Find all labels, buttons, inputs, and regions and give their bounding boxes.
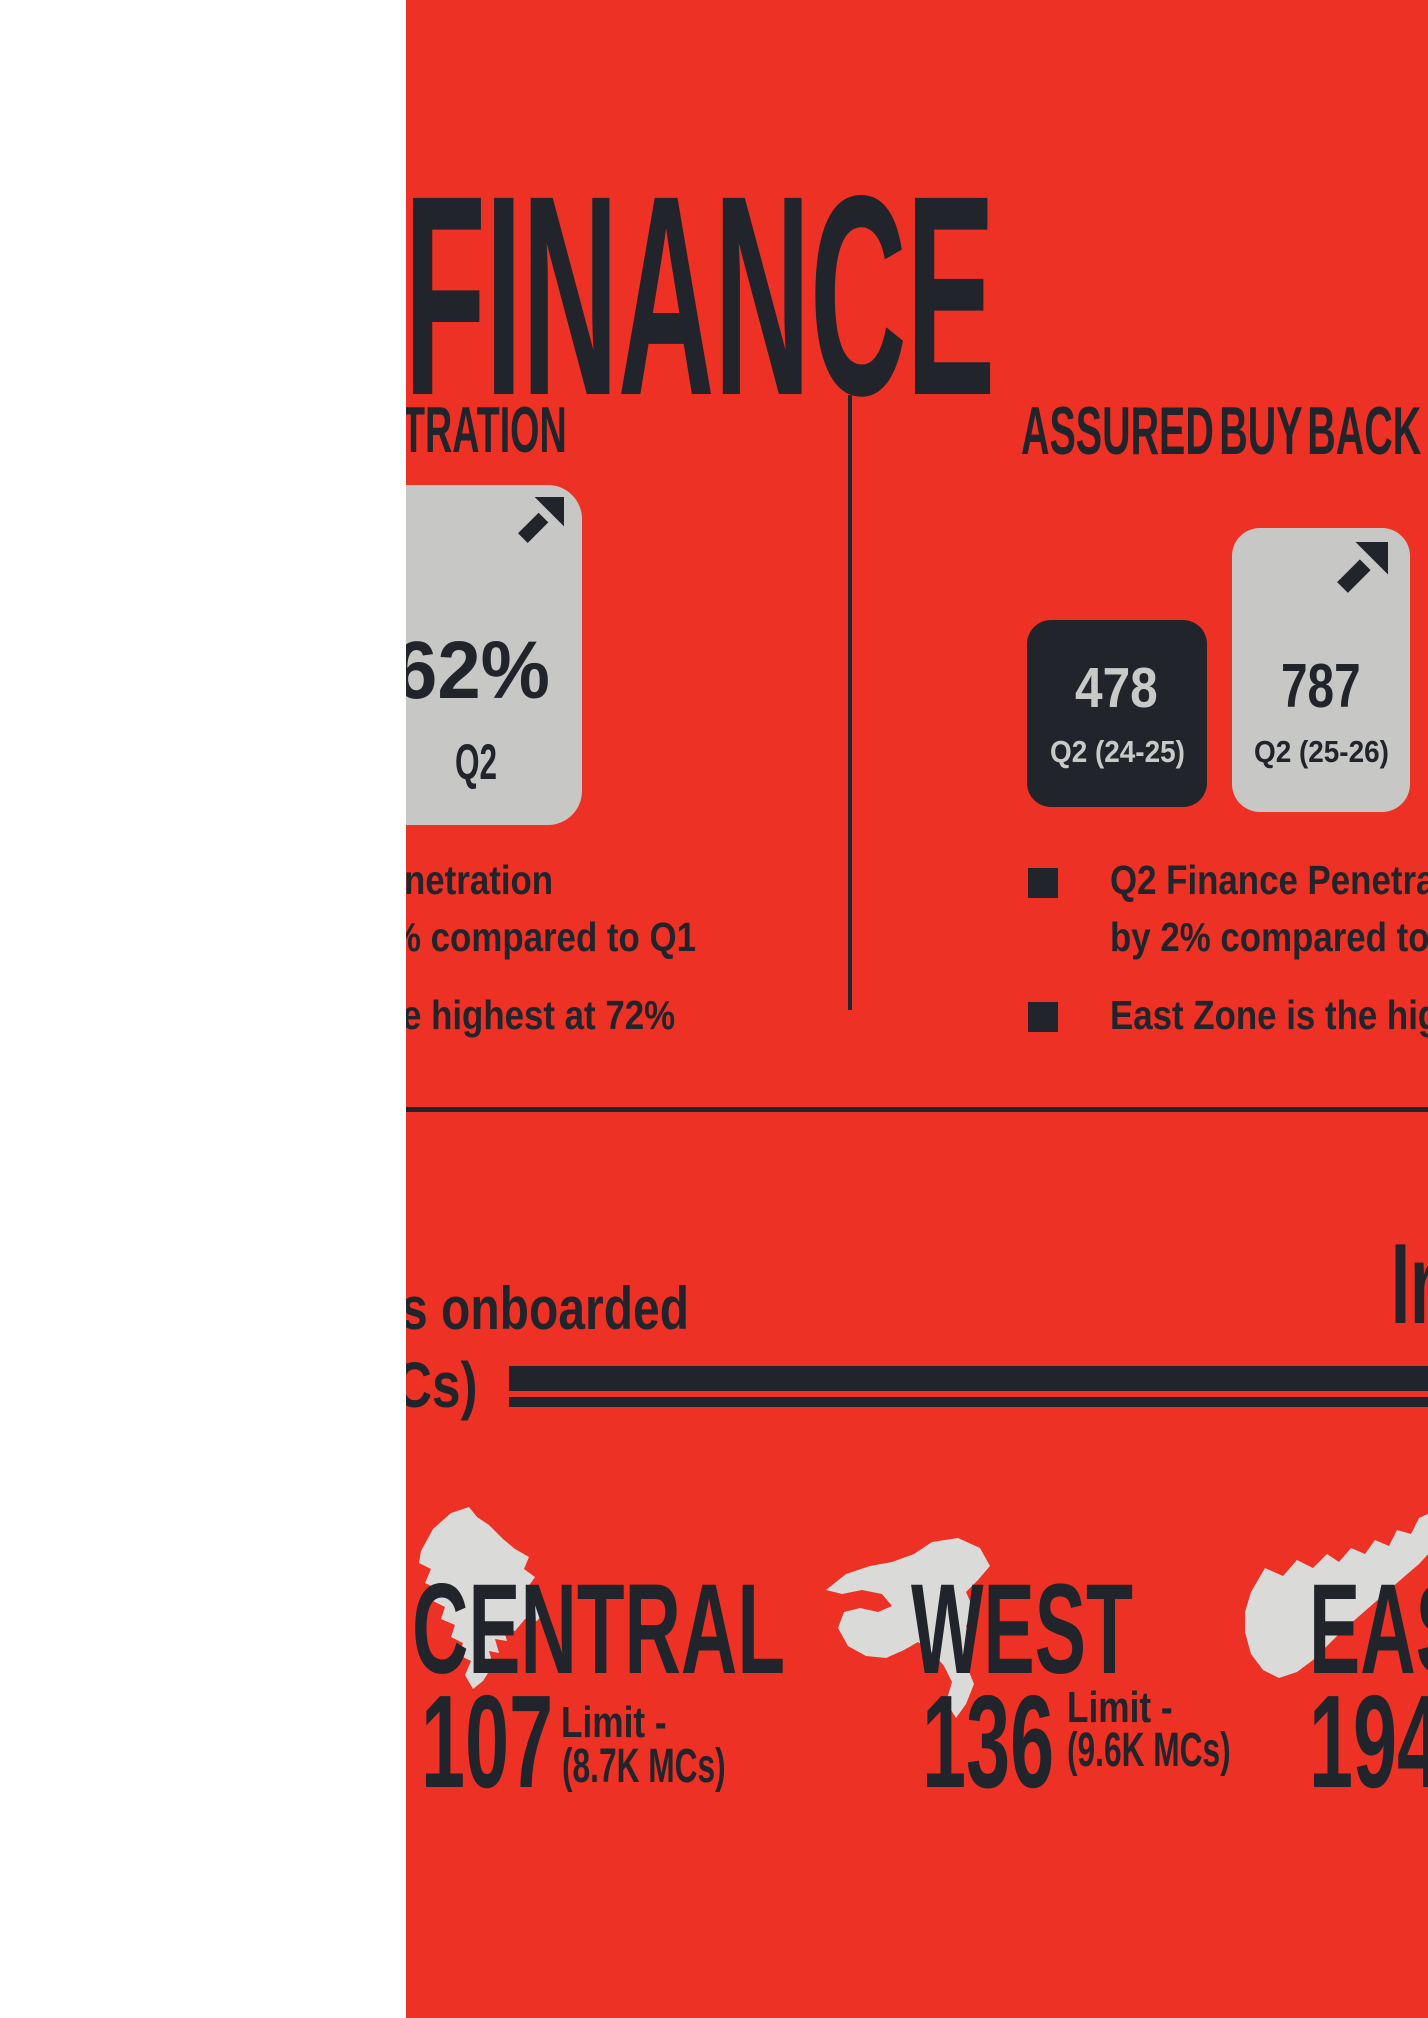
buyback-prev-card — [1027, 620, 1207, 807]
vertical-divider — [848, 395, 852, 1010]
right-bullet1-line2: by 2% compared to Q — [1110, 914, 1428, 960]
red-panel: FINANCE TRATION ASSURED BUY BACK 62% Q2 … — [406, 0, 1428, 2018]
buyback-curr-value: 787 — [1281, 652, 1361, 721]
up-right-arrow-icon — [518, 497, 564, 543]
left-bullet1-line2: % compared to Q1 — [406, 914, 696, 960]
zone-central-name: CENTRAL — [412, 1558, 786, 1701]
zone-west-limit-value: (9.6K MCs) — [1067, 1724, 1231, 1777]
penetration-q2-card — [406, 485, 582, 825]
bullet-square-icon — [1028, 868, 1058, 898]
horizontal-divider — [406, 1107, 1428, 1112]
zone-central-count: 107 — [421, 1668, 554, 1815]
left-bullet2-line1: e highest at 72% — [406, 992, 676, 1038]
right-section-header: ASSURED BUY BACK — [1021, 393, 1422, 469]
double-rule-thick — [509, 1366, 1428, 1391]
onboarded-fragment-line1: s onboarded — [406, 1275, 690, 1342]
buyback-prev-period: Q2 (24-25) — [1050, 734, 1185, 769]
up-right-arrow-icon — [1337, 542, 1388, 593]
zone-east-name: EAST — [1309, 1558, 1428, 1701]
zone-central-limit-label: Limit - — [561, 1698, 667, 1747]
east-zone-map — [1245, 1513, 1428, 1678]
double-rule-thin — [509, 1397, 1428, 1407]
left-section-header: TRATION — [406, 393, 567, 466]
right-heading-fragment: In — [1391, 1221, 1428, 1348]
bullet-square-icon — [1028, 1002, 1058, 1032]
buyback-curr-period: Q2 (25-26) — [1254, 734, 1389, 769]
buyback-curr-card — [1232, 528, 1410, 812]
penetration-q2-value: 62% — [406, 625, 550, 716]
zone-central-limit-value: (8.7K MCs) — [562, 1740, 726, 1793]
zone-east-count: 194 — [1309, 1668, 1428, 1815]
penetration-q2-period: Q2 — [455, 734, 498, 790]
onboarded-fragment-line2: Cs) — [406, 1349, 478, 1421]
page-title: FINANCE — [406, 137, 995, 455]
west-zone-map — [826, 1538, 990, 1718]
zone-west-limit-label: Limit - — [1067, 1683, 1173, 1732]
central-zone-map — [419, 1507, 545, 1689]
right-bullet1-line1: Q2 Finance Penetrati — [1110, 857, 1428, 903]
zone-west-count: 136 — [922, 1668, 1055, 1815]
buyback-prev-value: 478 — [1075, 656, 1158, 720]
right-bullet2-line1: East Zone is the high — [1110, 992, 1428, 1038]
left-bullet1-line1: netration — [406, 857, 554, 903]
zone-west-name: WEST — [911, 1558, 1133, 1701]
